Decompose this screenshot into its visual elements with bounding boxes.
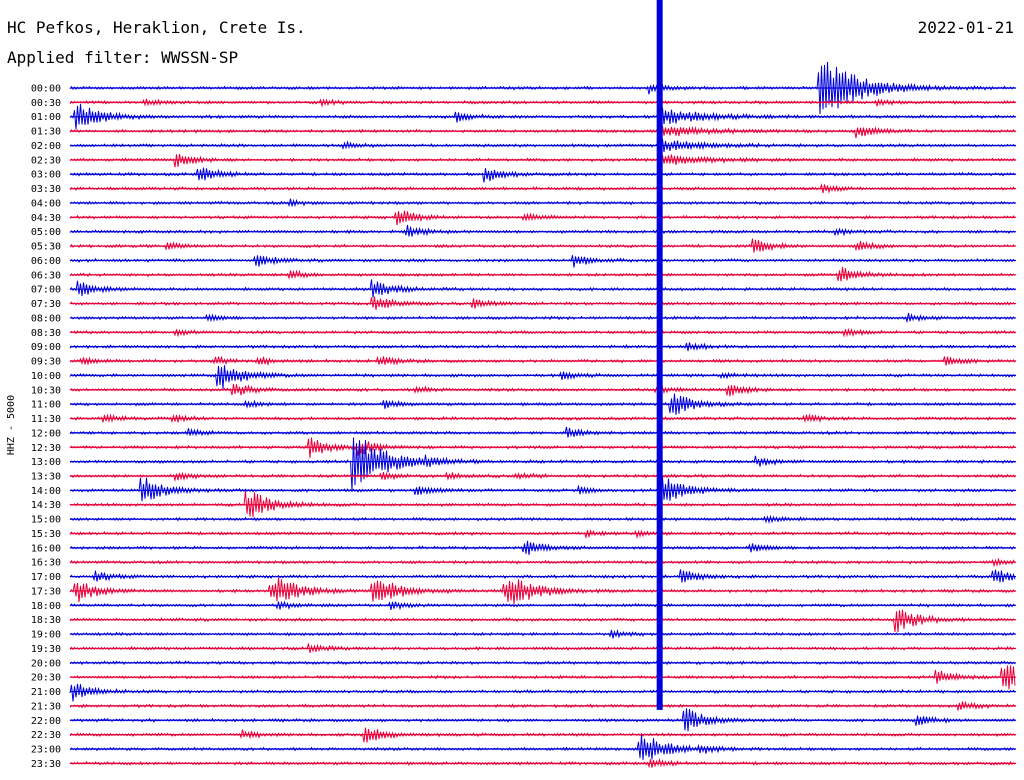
station-title: HC Pefkos, Heraklion, Crete Is. [7, 18, 306, 37]
time-tick-label: 03:30 [31, 184, 61, 195]
time-tick-label: 09:30 [31, 357, 61, 368]
trace-row-0730 [69, 296, 1016, 310]
time-tick-label: 16:00 [31, 543, 61, 554]
time-tick-label: 06:30 [31, 270, 61, 281]
trace-row-1030 [69, 383, 1016, 397]
time-tick-label: 18:30 [31, 615, 61, 626]
trace-row-1700 [69, 569, 1016, 583]
time-tick-label: 13:00 [31, 457, 61, 468]
trace-row-1730 [69, 577, 1016, 605]
time-tick-label: 10:00 [31, 371, 61, 382]
trace-row-0700 [69, 279, 1016, 298]
trace-row-0500 [69, 224, 1016, 237]
seismic-traces [69, 0, 1016, 769]
time-tick-label: 17:00 [31, 572, 61, 583]
time-tick-label: 13:30 [31, 471, 61, 482]
time-tick-label: 05:30 [31, 242, 61, 253]
time-tick-label: 08:30 [31, 328, 61, 339]
trace-row-0430 [69, 210, 1016, 226]
time-tick-label: 00:00 [31, 84, 61, 95]
time-tick-label: 04:30 [31, 213, 61, 224]
time-tick-label: 09:00 [31, 342, 61, 353]
time-tick-label: 19:00 [31, 630, 61, 641]
time-tick-label: 20:00 [31, 658, 61, 669]
time-axis-labels: 00:00 00:30 01:00 01:30 02:00 02:30 03:00 03:30… [31, 84, 61, 770]
trace-row-1630 [69, 557, 1016, 568]
trace-row-0800 [69, 312, 1016, 324]
time-tick-label: 04:00 [31, 198, 61, 209]
time-tick-label: 22:00 [31, 716, 61, 727]
time-tick-label: 01:30 [31, 127, 61, 138]
trace-row-1830 [69, 609, 1016, 633]
trace-row-2330 [69, 757, 1016, 769]
trace-row-2300 [69, 735, 1016, 760]
time-tick-label: 00:30 [31, 98, 61, 109]
time-tick-label: 14:00 [31, 486, 61, 497]
trace-row-1100 [69, 393, 1016, 415]
trace-row-2100 [69, 683, 1016, 702]
trace-row-1930 [69, 643, 1016, 654]
time-tick-label: 11:00 [31, 400, 61, 411]
time-tick-label: 12:00 [31, 428, 61, 439]
trace-row-0230 [69, 154, 1016, 168]
trace-row-0600 [69, 255, 1016, 268]
time-tick-label: 22:30 [31, 730, 61, 741]
trace-row-1200 [69, 426, 1016, 438]
time-tick-label: 07:30 [31, 299, 61, 310]
time-tick-label: 03:00 [31, 170, 61, 181]
trace-row-0900 [69, 342, 1016, 352]
time-tick-label: 21:00 [31, 687, 61, 698]
trace-row-0930 [69, 355, 1016, 367]
time-tick-label: 18:00 [31, 601, 61, 612]
time-tick-label: 10:30 [31, 385, 61, 396]
time-tick-label: 23:00 [31, 745, 61, 756]
time-tick-label: 05:00 [31, 227, 61, 238]
time-tick-label: 15:30 [31, 529, 61, 540]
filter-label: Applied filter: WWSSN-SP [7, 48, 239, 67]
trace-row-1300 [69, 437, 1016, 491]
channel-label: HHZ - 5000 [6, 395, 17, 455]
time-tick-label: 21:30 [31, 701, 61, 712]
record-date: 2022-01-21 [917, 18, 1014, 37]
trace-row-1430 [69, 490, 1016, 518]
trace-row-0300 [69, 167, 1016, 183]
time-tick-label: 02:30 [31, 155, 61, 166]
time-tick-label: 17:30 [31, 586, 61, 597]
major-event-band [656, 0, 663, 710]
time-tick-label: 23:30 [31, 759, 61, 770]
time-tick-label: 02:00 [31, 141, 61, 152]
trace-row-1400 [69, 476, 1016, 502]
trace-row-1000 [69, 365, 1016, 389]
time-tick-label: 08:00 [31, 313, 61, 324]
time-tick-label: 19:30 [31, 644, 61, 655]
trace-row-0130 [69, 125, 1016, 139]
time-tick-label: 07:00 [31, 285, 61, 296]
time-tick-label: 15:00 [31, 515, 61, 526]
time-tick-label: 20:30 [31, 673, 61, 684]
time-tick-label: 16:30 [31, 558, 61, 569]
time-tick-label: 01:00 [31, 112, 61, 123]
time-tick-label: 14:30 [31, 500, 61, 511]
time-tick-label: 11:30 [31, 414, 61, 425]
trace-row-2030 [69, 665, 1016, 690]
time-tick-label: 12:30 [31, 443, 61, 454]
time-tick-label: 06:00 [31, 256, 61, 267]
trace-row-0100 [69, 103, 1016, 130]
